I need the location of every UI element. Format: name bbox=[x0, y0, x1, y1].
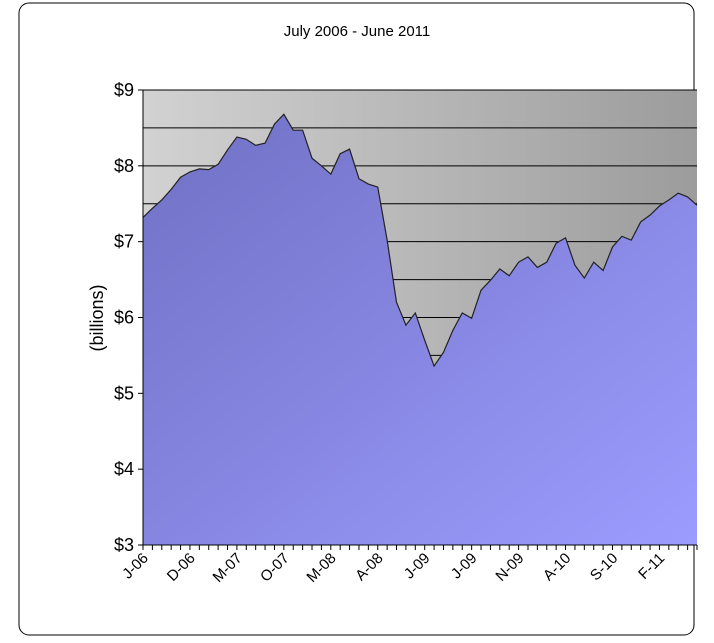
y-tick-label: $9 bbox=[114, 80, 134, 100]
y-tick-label: $7 bbox=[114, 232, 134, 252]
y-tick-label: $6 bbox=[114, 308, 134, 328]
area bbox=[143, 114, 697, 546]
y-axis-label: (billions) bbox=[87, 284, 107, 351]
y-tick-label: $8 bbox=[114, 156, 134, 176]
y-tick-label: $4 bbox=[114, 459, 134, 479]
y-tick-label: $5 bbox=[114, 383, 134, 403]
y-tick-label: $3 bbox=[114, 535, 134, 555]
area-outline bbox=[142, 113, 698, 368]
chart-title: July 2006 - June 2011 bbox=[284, 23, 431, 40]
